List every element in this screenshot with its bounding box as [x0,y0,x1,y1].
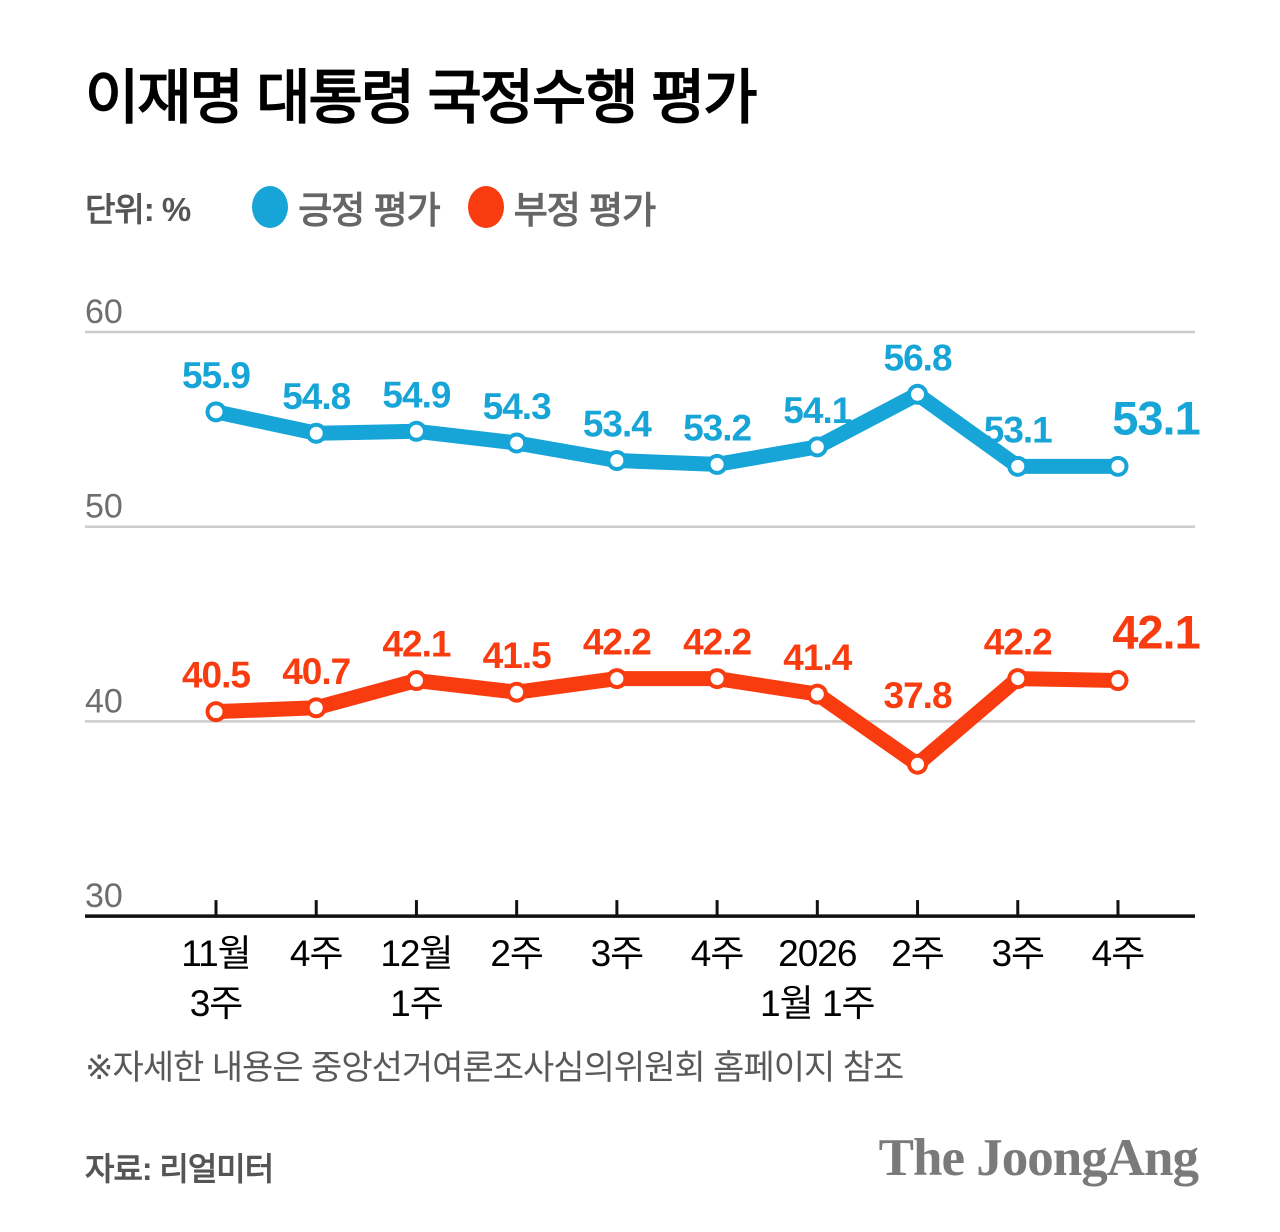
positive-point [610,454,624,468]
positive-point [1011,459,1025,473]
negative-value-label: 41.4 [783,637,852,678]
negative-value-label: 42.2 [583,622,651,663]
negative-value-label: 40.7 [282,651,350,692]
negative-line [208,671,1126,772]
positive-point [911,387,925,401]
y-tick-label: 60 [85,293,123,331]
x-tick-label: 1월 1주 [760,983,875,1024]
positive-point [510,436,524,450]
negative-value-label: 41.5 [483,635,551,676]
positive-line [208,386,1126,474]
unit-label: 단위: % [85,191,191,228]
x-tick-label: 11월 [181,933,250,974]
negative-point [911,757,925,771]
x-tick-label: 3주 [190,983,243,1024]
source-label: 자료: 리얼미터 [85,1151,274,1187]
negative-point [409,674,423,688]
brand-logo: The JoongAng [878,1129,1199,1187]
negative-value-label: 40.5 [182,655,250,696]
positive-value-label: 54.8 [282,376,350,417]
negative-point [1011,672,1025,686]
x-tick-label: 3주 [991,933,1044,974]
positive-point [309,426,323,440]
positive-value-label: 53.4 [583,404,652,445]
legend-item-negative: 부정 평가 [467,180,656,234]
positive-value-label: 55.9 [182,355,250,396]
legend-label-positive: 긍정 평가 [298,190,440,231]
x-tick-label: 4주 [691,933,744,974]
negative-value-label: 42.1 [1112,606,1199,659]
y-tick-label: 50 [85,488,123,526]
positive-value-label: 54.3 [483,386,551,427]
legend-label-negative: 부정 평가 [513,190,656,231]
positive-point [710,457,724,471]
positive-value-label: 53.2 [683,407,751,448]
negative-point [510,685,524,699]
negative-point [1111,674,1125,688]
x-tick-label: 12월 [380,933,452,974]
negative-point [710,672,724,686]
negative-value-label: 42.2 [984,622,1052,663]
positive-series-dot-icon [252,186,289,228]
negative-point [810,687,824,701]
negative-point [309,701,323,715]
positive-value-label: 53.1 [984,409,1052,450]
x-tick-label: 2026 [778,933,856,974]
negative-value-label: 42.2 [683,622,751,663]
x-tick-label: 3주 [591,933,644,974]
positive-point [209,405,223,419]
positive-value-label: 54.1 [783,390,851,431]
positive-value-label: 53.1 [1112,391,1199,444]
x-tick-label: 4주 [290,933,343,974]
negative-point [610,672,624,686]
positive-point [409,424,423,438]
positive-point [810,440,824,454]
positive-value-label: 54.9 [382,374,450,415]
positive-point [1111,459,1125,473]
negative-point [209,705,223,719]
legend: 단위: % 긍정 평가 부정 평가 [85,184,683,231]
x-tick-label: 1주 [390,983,443,1024]
x-tick-label: 4주 [1092,933,1145,974]
negative-series-dot-icon [467,186,504,228]
approval-line-chart: 60 50 40 30 11월 3주 4주 12월 1주 2주 3주 4주 2026 1월 1주 2주 3주 4… [85,293,1201,1024]
x-tick-label: 2주 [891,933,944,974]
positive-value-label: 56.8 [884,337,952,378]
y-tick-label: 30 [85,877,123,915]
y-tick-label: 40 [85,682,123,720]
footnote: ※자세한 내용은 중앙선거여론조사심의위원회 홈페이지 참조 [85,1049,904,1087]
page-title: 이재명 대통령 국정수행 평가 [85,65,758,131]
negative-value-label: 37.8 [884,675,952,716]
negative-value-label: 42.1 [382,624,450,665]
legend-item-positive: 긍정 평가 [252,180,441,234]
x-tick-label: 2주 [490,933,543,974]
